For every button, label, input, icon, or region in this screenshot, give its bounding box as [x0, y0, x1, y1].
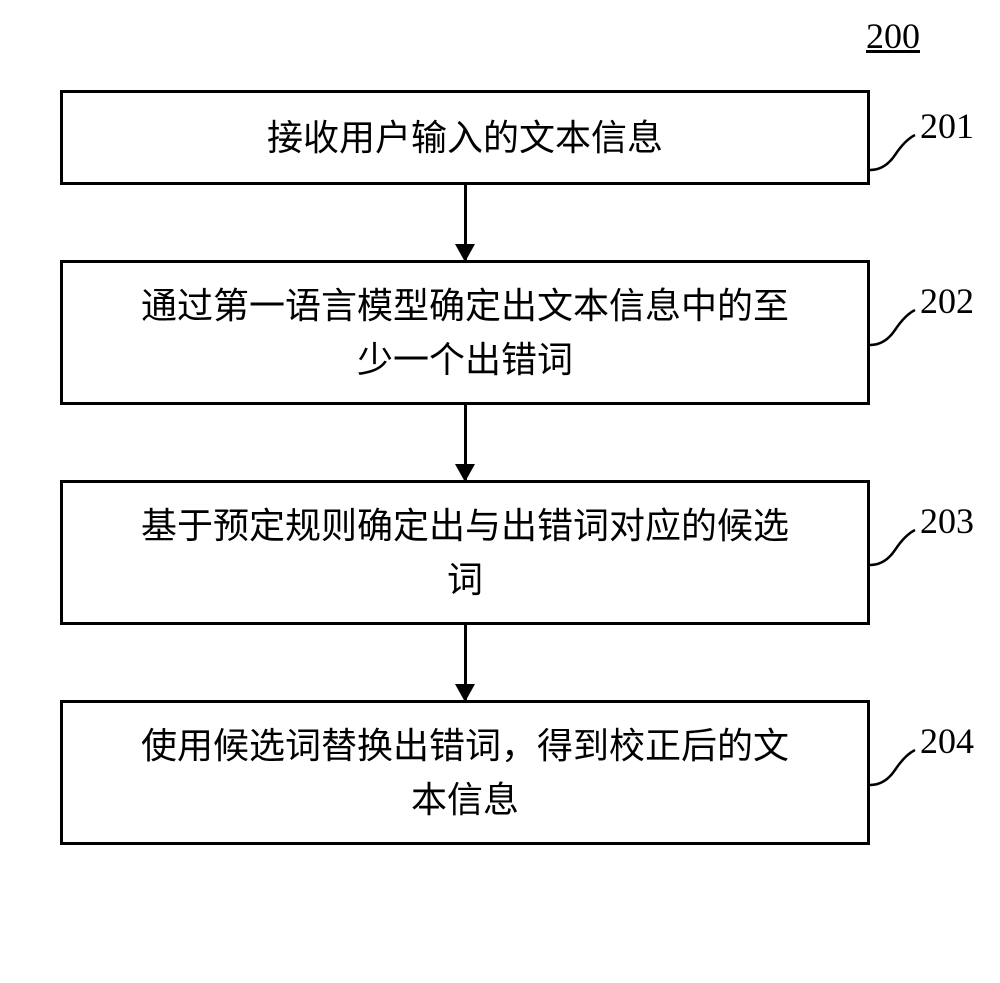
step-label-201: 201: [920, 105, 974, 147]
callout-curve-202: [865, 305, 920, 350]
step-box-204: 使用候选词替换出错词，得到校正后的文本信息: [60, 700, 870, 845]
diagram-title: 200: [866, 15, 920, 57]
arrow-1: [60, 185, 870, 260]
step-text-202: 通过第一语言模型确定出文本信息中的至少一个出错词: [141, 279, 789, 387]
step-label-203: 203: [920, 500, 974, 542]
step-text-203: 基于预定规则确定出与出错词对应的候选词: [141, 499, 789, 607]
callout-curve-203: [865, 525, 920, 570]
callout-curve-201: [865, 130, 920, 175]
step-text-201: 接收用户输入的文本信息: [267, 111, 663, 165]
flowchart-container: 接收用户输入的文本信息 通过第一语言模型确定出文本信息中的至少一个出错词 基于预…: [60, 90, 870, 845]
callout-curve-204: [865, 745, 920, 790]
step-box-203: 基于预定规则确定出与出错词对应的候选词: [60, 480, 870, 625]
step-box-202: 通过第一语言模型确定出文本信息中的至少一个出错词: [60, 260, 870, 405]
step-label-204: 204: [920, 720, 974, 762]
step-label-202: 202: [920, 280, 974, 322]
arrow-2: [60, 405, 870, 480]
step-box-201: 接收用户输入的文本信息: [60, 90, 870, 185]
step-text-204: 使用候选词替换出错词，得到校正后的文本信息: [141, 719, 789, 827]
arrow-3: [60, 625, 870, 700]
